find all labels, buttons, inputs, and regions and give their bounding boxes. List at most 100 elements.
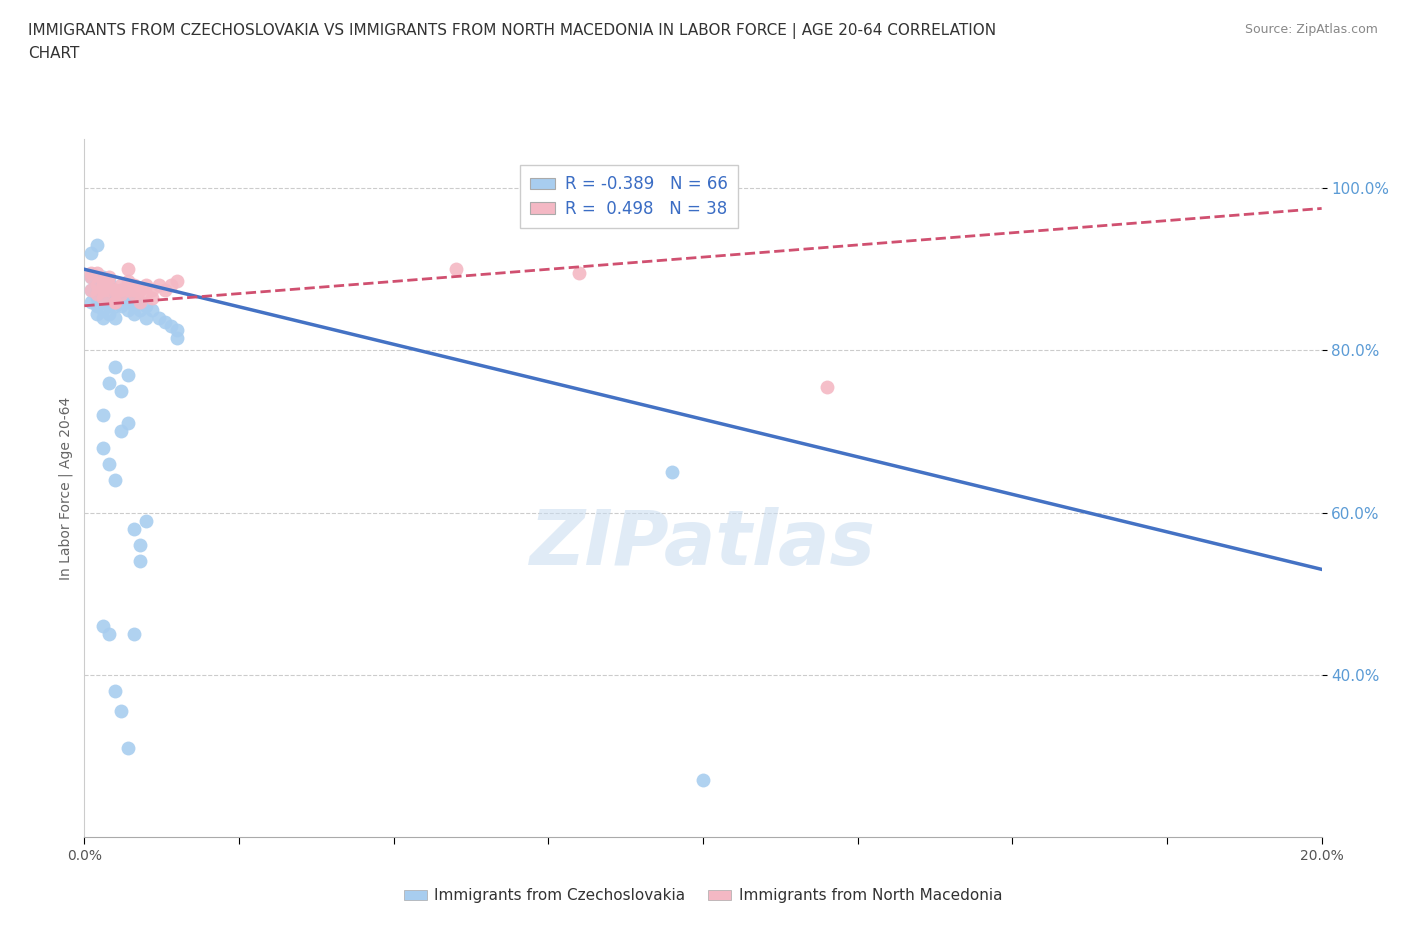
Point (815, 379, 838, 394)
Point (122, 522, 145, 537)
Point (160, 319, 183, 334)
Point (79, 266, 101, 281)
Point (135, 311, 157, 325)
Point (135, 299, 157, 313)
Point (122, 278, 145, 293)
Point (91, 618, 114, 633)
Point (444, 262, 467, 277)
Point (86, 274, 108, 289)
Point (141, 290, 163, 305)
Point (117, 294, 139, 309)
Point (110, 704, 132, 719)
Point (98, 376, 121, 391)
Point (110, 424, 132, 439)
Point (692, 773, 714, 788)
Point (129, 302, 152, 317)
Point (117, 274, 139, 289)
Point (104, 294, 127, 309)
Point (98, 282, 121, 297)
Point (98, 307, 121, 322)
Point (166, 331, 188, 346)
Point (568, 266, 591, 281)
Point (104, 472, 127, 487)
Point (86, 290, 108, 305)
Point (91, 408, 114, 423)
Point (117, 416, 139, 431)
Point (166, 274, 188, 289)
Point (141, 302, 163, 317)
Point (122, 290, 145, 305)
Point (129, 538, 152, 552)
Point (122, 627, 145, 642)
Point (98, 282, 121, 297)
Point (98, 290, 121, 305)
Point (91, 302, 114, 317)
Text: Source: ZipAtlas.com: Source: ZipAtlas.com (1244, 23, 1378, 36)
Point (86, 282, 108, 297)
Point (104, 282, 127, 297)
Legend: Immigrants from Czechoslovakia, Immigrants from North Macedonia: Immigrants from Czechoslovakia, Immigran… (398, 883, 1008, 910)
Point (91, 274, 114, 289)
Point (91, 440, 114, 455)
Point (117, 262, 139, 277)
Point (86, 286, 108, 301)
Point (122, 299, 145, 313)
Point (104, 299, 127, 313)
Point (117, 302, 139, 317)
Point (104, 282, 127, 297)
Point (110, 286, 132, 301)
Point (166, 323, 188, 338)
Point (141, 282, 163, 297)
Point (135, 278, 157, 293)
Point (98, 457, 121, 472)
Point (661, 465, 683, 480)
Point (86, 237, 108, 252)
Point (91, 278, 114, 293)
Point (86, 278, 108, 293)
Point (148, 278, 170, 293)
Point (129, 294, 152, 309)
Point (79, 282, 101, 297)
Point (153, 282, 176, 297)
Point (117, 286, 139, 301)
Point (129, 553, 152, 568)
Point (91, 270, 114, 285)
Point (79, 282, 101, 297)
Point (153, 314, 176, 329)
Point (110, 383, 132, 398)
Point (110, 290, 132, 305)
Point (104, 290, 127, 305)
Point (135, 513, 157, 528)
Point (91, 278, 114, 293)
Text: CHART: CHART (28, 46, 80, 61)
Point (86, 307, 108, 322)
Point (91, 290, 114, 305)
Point (135, 286, 157, 301)
Point (104, 311, 127, 325)
Point (86, 266, 108, 281)
Point (91, 311, 114, 325)
Point (110, 282, 132, 297)
Point (122, 307, 145, 322)
Point (98, 270, 121, 285)
Point (104, 294, 127, 309)
Point (91, 286, 114, 301)
Point (79, 270, 101, 285)
Point (98, 274, 121, 289)
Point (110, 282, 132, 297)
Point (79, 246, 101, 260)
Point (117, 740, 139, 755)
Point (122, 286, 145, 301)
Point (98, 278, 121, 293)
Point (98, 627, 121, 642)
Point (117, 282, 139, 297)
Point (160, 278, 183, 293)
Point (148, 311, 170, 325)
Point (91, 282, 114, 297)
Point (79, 270, 101, 285)
Text: ZIPatlas: ZIPatlas (530, 507, 876, 581)
Y-axis label: In Labor Force | Age 20-64: In Labor Force | Age 20-64 (59, 396, 73, 580)
Point (129, 294, 152, 309)
Point (110, 278, 132, 293)
Point (91, 294, 114, 309)
